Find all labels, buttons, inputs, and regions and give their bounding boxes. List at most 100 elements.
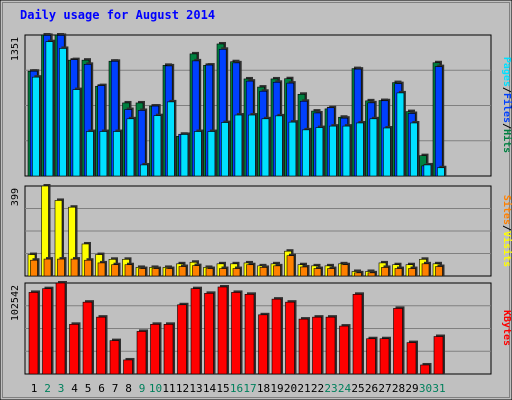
kbytes-bar-day-28 bbox=[393, 306, 405, 375]
sites-bar-day-10 bbox=[151, 266, 161, 277]
kbytes-bar-day-14 bbox=[204, 291, 216, 375]
sites-bar-day-30 bbox=[421, 261, 431, 277]
legend-label: Pages/Files/Hits bbox=[501, 57, 512, 153]
kbytes-bar-day-24 bbox=[339, 324, 351, 375]
kbytes-bar-day-22 bbox=[312, 315, 324, 375]
max-value-label: 399 bbox=[10, 188, 21, 206]
sites-bar-day-1 bbox=[30, 258, 40, 277]
sites-bar-day-24 bbox=[340, 262, 350, 277]
sites-bar-day-26 bbox=[367, 270, 377, 277]
sites-bar-day-29 bbox=[408, 266, 418, 277]
legend-separator: / bbox=[501, 123, 512, 129]
kbytes-bar-day-27 bbox=[379, 336, 391, 375]
day-label-1: 1 bbox=[31, 382, 38, 395]
kbytes-bar-day-8 bbox=[123, 357, 135, 375]
legend-sites: Sites bbox=[501, 195, 512, 225]
sites-bar-day-13 bbox=[192, 263, 202, 277]
sites-bar-day-5 bbox=[84, 258, 94, 277]
sites-bar-day-23 bbox=[327, 266, 337, 277]
kbytes-bar-day-5 bbox=[82, 300, 94, 375]
day-label-3: 3 bbox=[58, 382, 65, 395]
day-label-6: 6 bbox=[98, 382, 105, 395]
sites-bar-day-28 bbox=[394, 266, 404, 277]
day-label-2: 2 bbox=[44, 382, 51, 395]
kbytes-bar-day-26 bbox=[366, 336, 378, 375]
kbytes-bar-day-3 bbox=[55, 281, 67, 375]
visits-sites-panel: 399 Sites/Visits bbox=[10, 184, 512, 277]
legend-label: KBytes bbox=[501, 310, 512, 346]
legend-pages: Pages bbox=[501, 57, 512, 87]
sites-bar-day-15 bbox=[219, 266, 229, 277]
kbytes-bar-day-17 bbox=[244, 292, 256, 375]
legend-files: Files bbox=[501, 93, 512, 123]
day-label-22: 22 bbox=[311, 382, 324, 395]
pages-bar-day-27 bbox=[383, 125, 393, 177]
kbytes-bar-day-18 bbox=[258, 312, 270, 375]
day-label-16: 16 bbox=[230, 382, 243, 395]
kbytes-bar-day-25 bbox=[352, 292, 364, 375]
pages-bar-day-11 bbox=[167, 99, 177, 177]
day-label-13: 13 bbox=[189, 382, 202, 395]
max-value-label: 102542 bbox=[10, 285, 21, 321]
day-label-8: 8 bbox=[125, 382, 132, 395]
day-label-20: 20 bbox=[284, 382, 297, 395]
sites-bar-day-14 bbox=[205, 266, 215, 277]
sites-bar-day-9 bbox=[138, 266, 148, 277]
pages-bar-day-9 bbox=[140, 162, 150, 177]
kbytes-bar-day-21 bbox=[298, 317, 310, 375]
kbytes-bar-day-29 bbox=[406, 340, 418, 375]
legend-label: Sites/Visits bbox=[501, 195, 512, 267]
day-label-19: 19 bbox=[270, 382, 283, 395]
pages-bar-day-23 bbox=[329, 124, 339, 177]
pages-bar-day-8 bbox=[126, 116, 136, 177]
sites-bar-day-8 bbox=[124, 262, 134, 277]
pages-bar-day-28 bbox=[396, 90, 406, 177]
day-axis-labels: 1 2 3 4 5 6 7 8 9 10 11 12 13 14 15 16 17 18 19 20 21 22 23 24 2… bbox=[31, 382, 446, 395]
day-label-28: 28 bbox=[392, 382, 405, 395]
kbytes-bar-day-6 bbox=[96, 315, 108, 375]
pages-bar-day-21 bbox=[302, 127, 312, 177]
pages-bar-day-4 bbox=[72, 87, 82, 177]
kbytes-bar-day-12 bbox=[177, 302, 189, 375]
pages-bar-day-1 bbox=[32, 75, 42, 177]
sites-bar-day-7 bbox=[111, 262, 121, 277]
pages-bar-day-31 bbox=[437, 165, 447, 177]
chart-title: Daily usage for August 2014 bbox=[20, 8, 215, 22]
sites-bar-day-31 bbox=[435, 264, 445, 277]
sites-bar-day-4 bbox=[70, 257, 80, 277]
kbytes-bar-day-7 bbox=[109, 338, 121, 375]
day-label-7: 7 bbox=[112, 382, 119, 395]
day-label-11: 11 bbox=[162, 382, 175, 395]
sites-bar-day-19 bbox=[273, 263, 283, 277]
day-label-15: 15 bbox=[216, 382, 229, 395]
sites-bar-day-6 bbox=[97, 260, 107, 277]
day-label-29: 29 bbox=[405, 382, 418, 395]
pages-bar-day-30 bbox=[423, 162, 433, 177]
pages-bar-day-12 bbox=[180, 132, 190, 177]
day-label-31: 31 bbox=[432, 382, 445, 395]
day-label-14: 14 bbox=[203, 382, 217, 395]
pages-bar-day-14 bbox=[207, 129, 217, 177]
legend-kbytes: KBytes bbox=[501, 310, 512, 346]
day-label-5: 5 bbox=[85, 382, 92, 395]
sites-bar-day-27 bbox=[381, 265, 391, 277]
day-label-21: 21 bbox=[297, 382, 310, 395]
sites-bar-day-12 bbox=[178, 264, 188, 277]
pages-bar-day-5 bbox=[86, 129, 96, 177]
pages-bar-day-19 bbox=[275, 113, 285, 177]
day-label-10: 10 bbox=[149, 382, 162, 395]
pages-bar-day-22 bbox=[315, 125, 325, 177]
pages-bar-day-17 bbox=[248, 113, 258, 177]
kbytes-bar-day-10 bbox=[150, 322, 162, 375]
pages-bar-day-29 bbox=[410, 120, 420, 177]
day-label-17: 17 bbox=[243, 382, 256, 395]
kbytes-bar-day-4 bbox=[69, 322, 81, 375]
max-value-label: 1351 bbox=[10, 37, 21, 61]
pages-bar-day-20 bbox=[288, 120, 298, 177]
sites-bar-day-17 bbox=[246, 262, 256, 277]
day-label-9: 9 bbox=[139, 382, 146, 395]
kbytes-bar-day-20 bbox=[285, 300, 297, 375]
